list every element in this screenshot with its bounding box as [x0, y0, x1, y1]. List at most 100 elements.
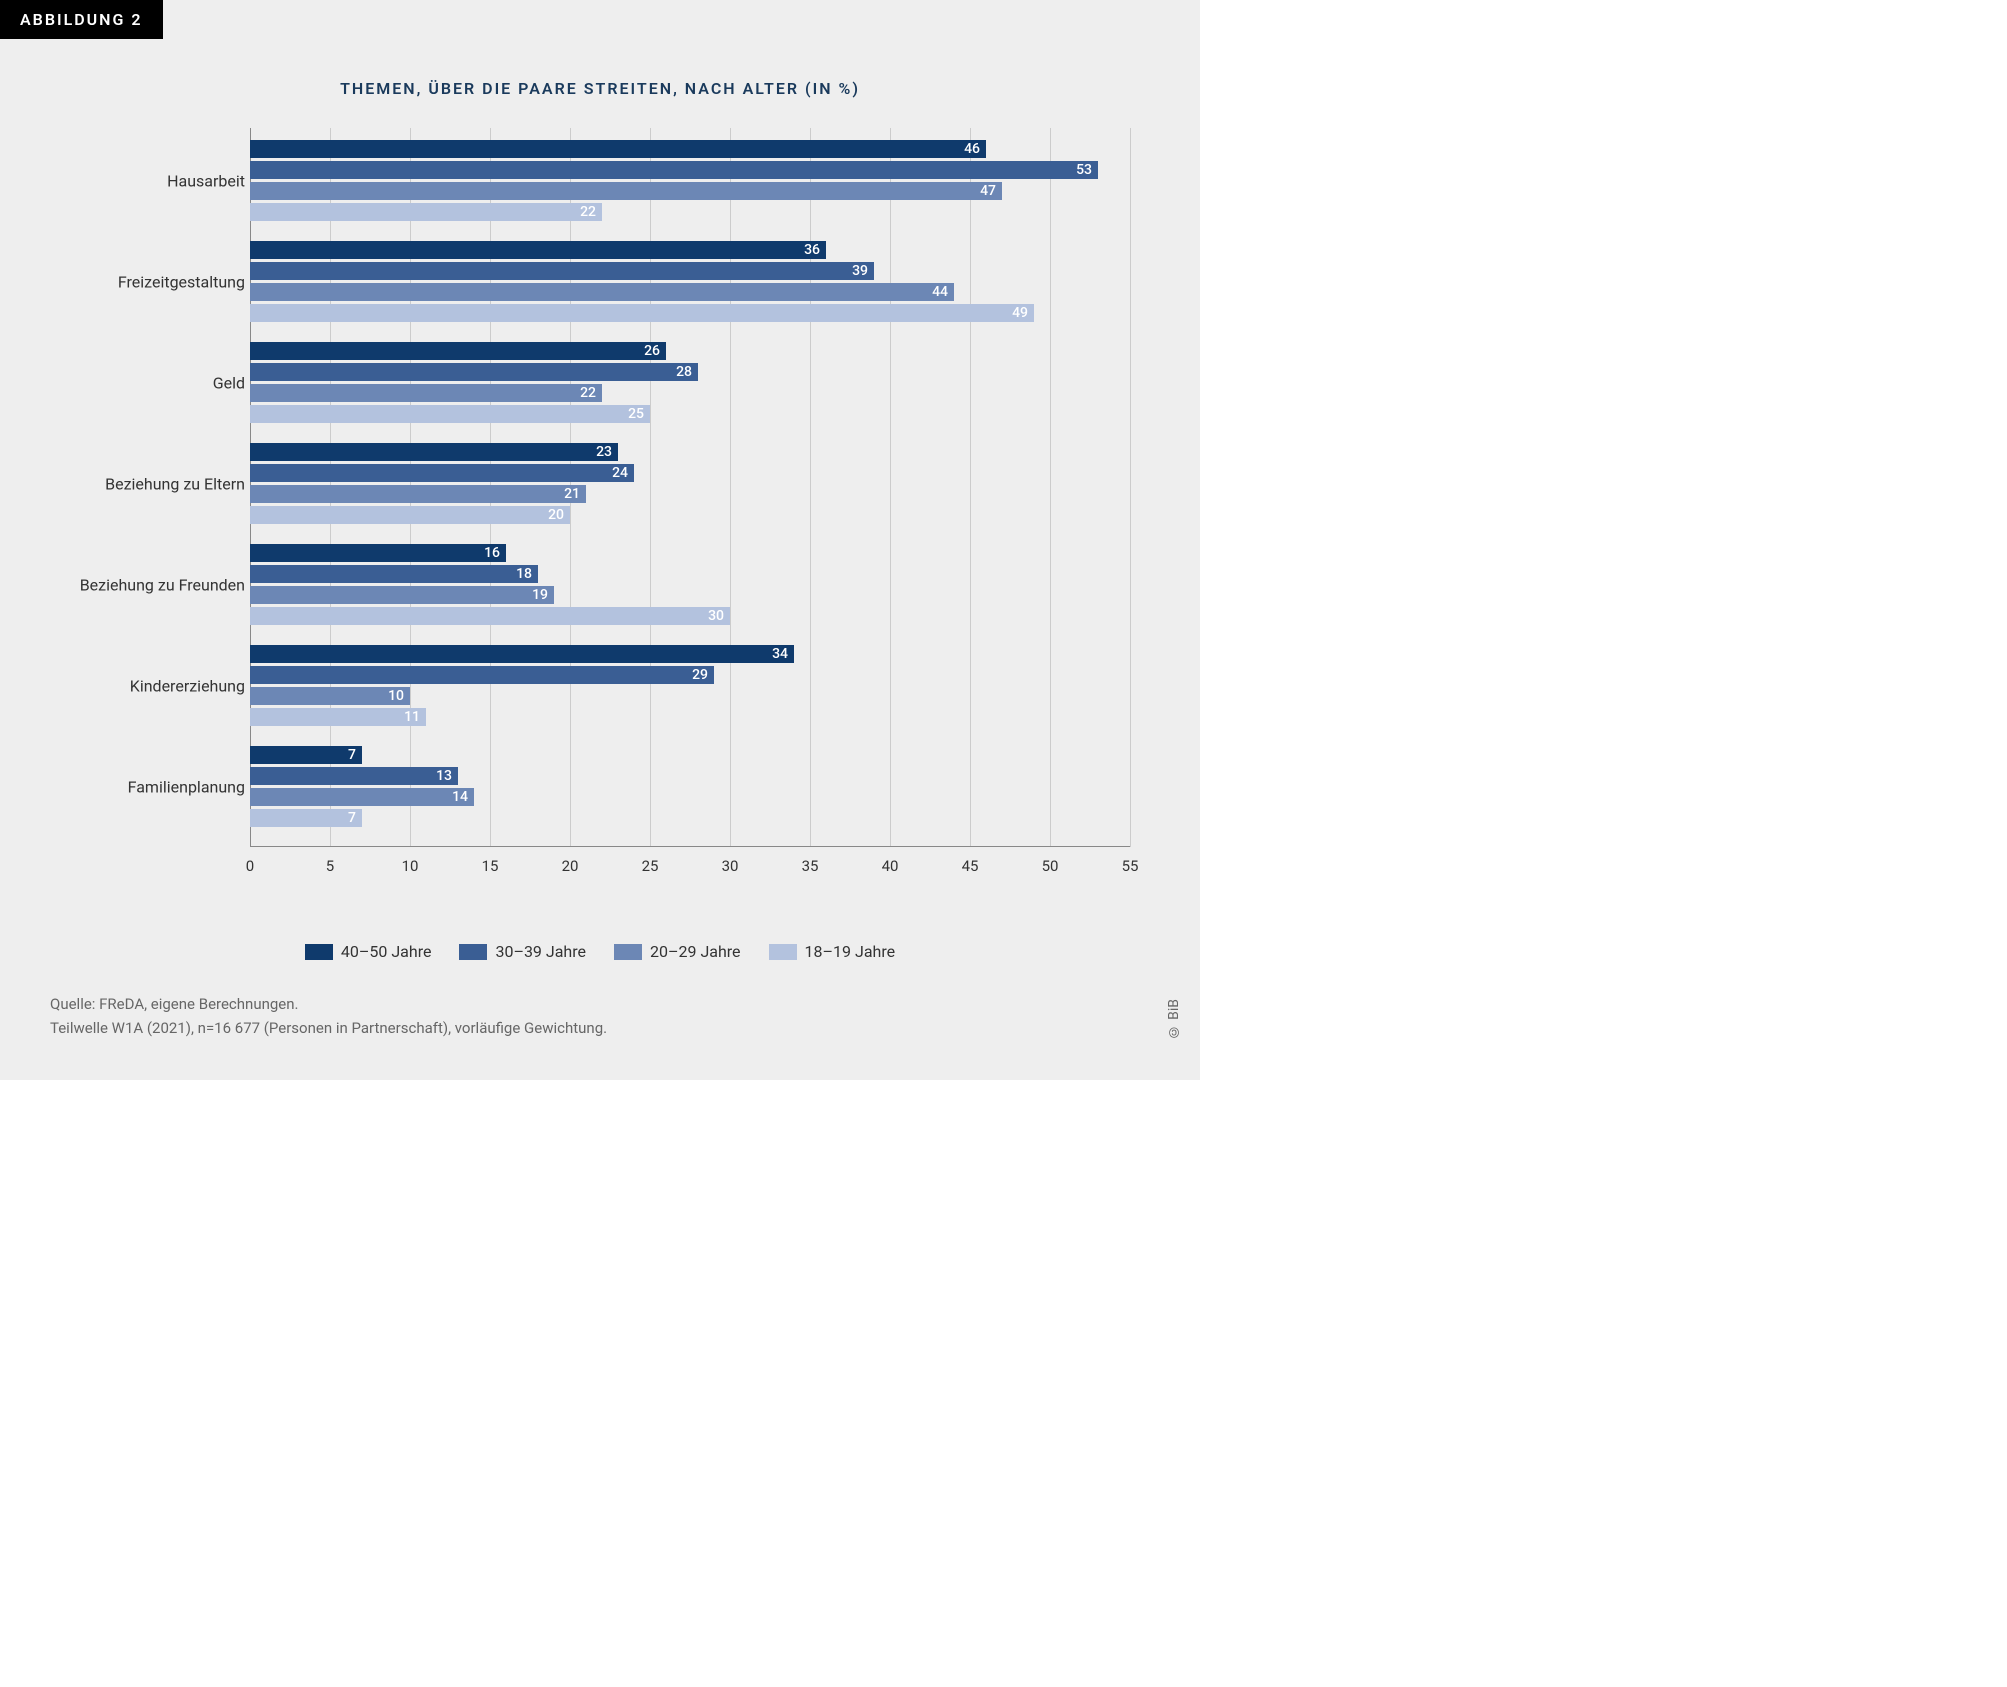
bar-value-label: 49: [1012, 305, 1028, 321]
chart-title: THEMEN, ÜBER DIE PAARE STREITEN, NACH AL…: [0, 79, 1200, 98]
bar: 49: [250, 304, 1034, 322]
bar-value-label: 19: [532, 587, 548, 603]
bar-value-label: 13: [436, 768, 452, 784]
bar-value-label: 7: [348, 747, 356, 763]
copyright: © BiB: [1166, 999, 1182, 1039]
bar: 13: [250, 767, 458, 785]
bar: 44: [250, 283, 954, 301]
gridline: [1130, 128, 1131, 847]
bar: 7: [250, 746, 362, 764]
bar-value-label: 53: [1076, 162, 1092, 178]
bar: 53: [250, 161, 1098, 179]
bar: 10: [250, 687, 410, 705]
x-tick-label: 30: [722, 857, 739, 875]
x-axis-line: [250, 846, 1130, 847]
legend-item: 20–29 Jahre: [614, 942, 741, 961]
source-line-2: Teilwelle W1A (2021), n=16 677 (Personen…: [50, 1016, 1150, 1040]
bar-value-label: 16: [484, 545, 500, 561]
x-tick-label: 35: [802, 857, 819, 875]
bar: 18: [250, 565, 538, 583]
gridline: [650, 128, 651, 847]
category-label: Hausarbeit: [167, 171, 245, 190]
bar: 22: [250, 384, 602, 402]
bar-value-label: 10: [388, 688, 404, 704]
plot-region: 0510152025303540455055465347223639444926…: [250, 128, 1130, 847]
bar: 24: [250, 464, 634, 482]
bar-value-label: 21: [564, 486, 580, 502]
legend-swatch: [305, 944, 333, 960]
bar: 14: [250, 788, 474, 806]
legend: 40–50 Jahre 30–39 Jahre 20–29 Jahre 18–19 J…: [0, 942, 1200, 964]
bar-value-label: 22: [580, 204, 596, 220]
bar: 22: [250, 203, 602, 221]
legend-label: 18–19 Jahre: [805, 942, 896, 961]
bar: 36: [250, 241, 826, 259]
legend-item: 30–39 Jahre: [459, 942, 586, 961]
category-label: Beziehung zu Eltern: [105, 474, 245, 493]
bar: 23: [250, 443, 618, 461]
bar: 21: [250, 485, 586, 503]
bar: 46: [250, 140, 986, 158]
gridline: [730, 128, 731, 847]
bar: 11: [250, 708, 426, 726]
gridline: [970, 128, 971, 847]
category-label: Geld: [213, 373, 245, 392]
bar: 20: [250, 506, 570, 524]
gridline: [890, 128, 891, 847]
x-tick-label: 0: [246, 857, 254, 875]
figure-container: ABBILDUNG 2 THEMEN, ÜBER DIE PAARE STREI…: [0, 0, 1200, 1080]
bar-value-label: 24: [612, 465, 628, 481]
x-tick-label: 5: [326, 857, 334, 875]
legend-item: 18–19 Jahre: [769, 942, 896, 961]
bar-value-label: 34: [772, 646, 788, 662]
category-label: Freizeitgestaltung: [118, 272, 245, 291]
bar-value-label: 26: [644, 343, 660, 359]
x-tick-label: 45: [962, 857, 979, 875]
bar: 34: [250, 645, 794, 663]
x-tick-label: 50: [1042, 857, 1059, 875]
bar-value-label: 44: [932, 284, 948, 300]
bar-value-label: 14: [452, 789, 468, 805]
bar-value-label: 46: [964, 141, 980, 157]
x-tick-label: 40: [882, 857, 899, 875]
legend-label: 20–29 Jahre: [650, 942, 741, 961]
bar: 16: [250, 544, 506, 562]
chart-area: 0510152025303540455055465347223639444926…: [50, 128, 1130, 887]
x-tick-label: 10: [402, 857, 419, 875]
bar-value-label: 28: [676, 364, 692, 380]
gridline: [1050, 128, 1051, 847]
x-tick-label: 20: [562, 857, 579, 875]
gridline: [810, 128, 811, 847]
bar: 7: [250, 809, 362, 827]
bar-value-label: 7: [348, 810, 356, 826]
bar-value-label: 20: [548, 507, 564, 523]
bar-value-label: 23: [596, 444, 612, 460]
legend-swatch: [614, 944, 642, 960]
bar-value-label: 29: [692, 667, 708, 683]
bar-value-label: 25: [628, 406, 644, 422]
figure-badge: ABBILDUNG 2: [0, 0, 163, 39]
x-tick-label: 55: [1122, 857, 1139, 875]
bar-value-label: 22: [580, 385, 596, 401]
legend-label: 30–39 Jahre: [495, 942, 586, 961]
bar-value-label: 11: [404, 709, 420, 725]
source-line-1: Quelle: FReDA, eigene Berechnungen.: [50, 992, 1150, 1016]
legend-swatch: [459, 944, 487, 960]
bar: 19: [250, 586, 554, 604]
bar: 29: [250, 666, 714, 684]
bar-value-label: 30: [708, 608, 724, 624]
bar: 47: [250, 182, 1002, 200]
bar-value-label: 36: [804, 242, 820, 258]
bar: 39: [250, 262, 874, 280]
x-tick-label: 25: [642, 857, 659, 875]
category-label: Kindererziehung: [130, 676, 245, 695]
legend-swatch: [769, 944, 797, 960]
legend-label: 40–50 Jahre: [341, 942, 432, 961]
bar-value-label: 47: [980, 183, 996, 199]
bar: 30: [250, 607, 730, 625]
category-label: Familienplanung: [128, 777, 245, 796]
source-note: Quelle: FReDA, eigene Berechnungen. Teil…: [50, 992, 1150, 1040]
category-label: Beziehung zu Freunden: [80, 575, 245, 594]
bar: 28: [250, 363, 698, 381]
x-tick-label: 15: [482, 857, 499, 875]
